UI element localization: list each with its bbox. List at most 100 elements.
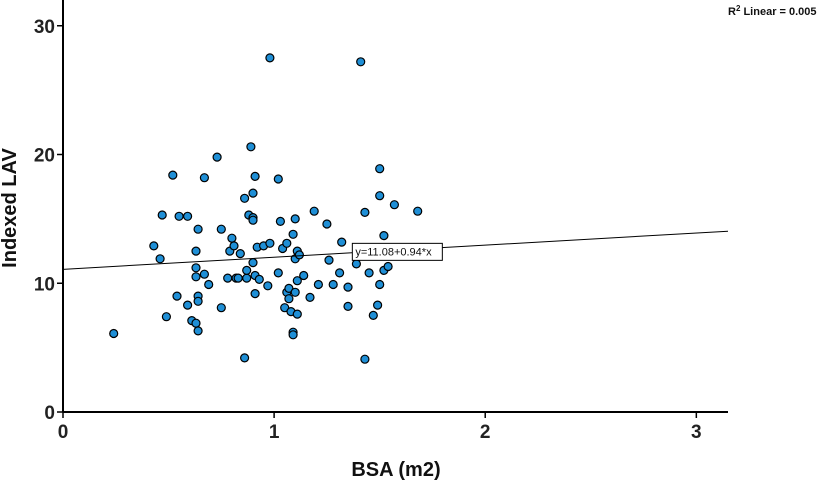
data-point [193,224,203,234]
data-point [343,282,353,292]
data-point [250,289,260,299]
data-point [250,171,260,181]
data-point [240,353,250,363]
data-point [413,206,423,216]
data-point [172,291,182,301]
r2-prefix: R [728,6,736,18]
data-point [191,272,201,282]
data-point [292,309,302,319]
data-point [233,273,243,283]
y-tick-label: 10 [34,274,55,295]
x-tick-label: 1 [269,422,280,443]
data-point [379,231,389,241]
data-point [109,328,119,339]
data-point [389,200,399,210]
data-point [248,215,258,225]
data-point [288,229,298,239]
data-point [343,301,353,311]
data-point [265,53,275,63]
data-point [240,193,250,203]
data-point [174,211,184,221]
data-point [368,310,378,320]
data-point [254,274,264,284]
data-point [265,238,275,248]
r2-sup: 2 [736,4,741,13]
data-point [335,268,345,278]
data-point [223,273,233,283]
data-point [193,326,203,336]
data-point [168,170,178,180]
data-point [149,241,159,251]
data-point [282,238,292,248]
data-point [284,294,294,304]
data-point [199,269,209,279]
data-point [324,255,334,265]
y-axis-title: Indexed LAV [0,148,21,268]
data-point [375,164,385,174]
x-tick-label: 2 [480,422,491,443]
data-point [248,258,258,268]
data-point [229,241,239,251]
data-point [290,287,300,297]
data-point [199,173,209,183]
data-point [155,254,165,264]
data-point [273,174,283,184]
data-point [246,142,256,152]
data-point [191,263,201,273]
data-point [309,206,319,216]
data-point [235,249,245,259]
y-tick-label: 20 [34,146,55,167]
data-point [157,210,167,220]
x-axis-title: BSA (m2) [351,459,440,481]
data-point [322,219,332,229]
data-point [288,330,298,340]
r2-label: R2 Linear = 0.005 [728,4,817,19]
data-point [328,279,338,290]
y-tick-label: 0 [44,403,55,424]
data-point [275,216,285,226]
data-point [356,57,366,67]
data-point [263,281,273,291]
x-tick-label: 0 [58,422,69,443]
x-tick-label: 3 [691,422,702,443]
data-point [216,224,226,234]
data-points [109,53,423,364]
data-point [191,246,201,256]
data-point [193,296,203,306]
r2-suffix: Linear = 0.005 [740,6,816,18]
equation-box [351,242,443,261]
data-point [290,214,300,224]
data-point [375,279,385,290]
data-point [313,279,323,290]
data-point [375,191,385,201]
data-point [242,273,252,283]
data-point [191,318,201,328]
data-point [364,268,374,278]
data-point [360,207,370,217]
data-point [204,279,214,290]
data-point [183,211,193,221]
data-point [292,276,302,286]
fit-line-group: y=11.08+0.94*x [62,230,729,270]
data-point [248,188,258,198]
data-point [216,303,226,313]
data-point [373,300,383,310]
data-point [212,152,222,162]
data-point [383,261,393,272]
data-point [242,265,252,275]
data-point [360,354,370,364]
y-tick-label: 30 [34,17,55,38]
data-point [337,237,347,247]
fit-equation-label: y=11.08+0.94*x [355,246,432,258]
data-point [273,268,283,278]
data-point [294,250,304,260]
data-point [227,233,237,243]
data-point [351,259,361,269]
axes [57,0,728,418]
data-point [305,292,315,302]
data-point [299,270,309,281]
data-point [161,312,171,322]
data-point [183,300,193,310]
